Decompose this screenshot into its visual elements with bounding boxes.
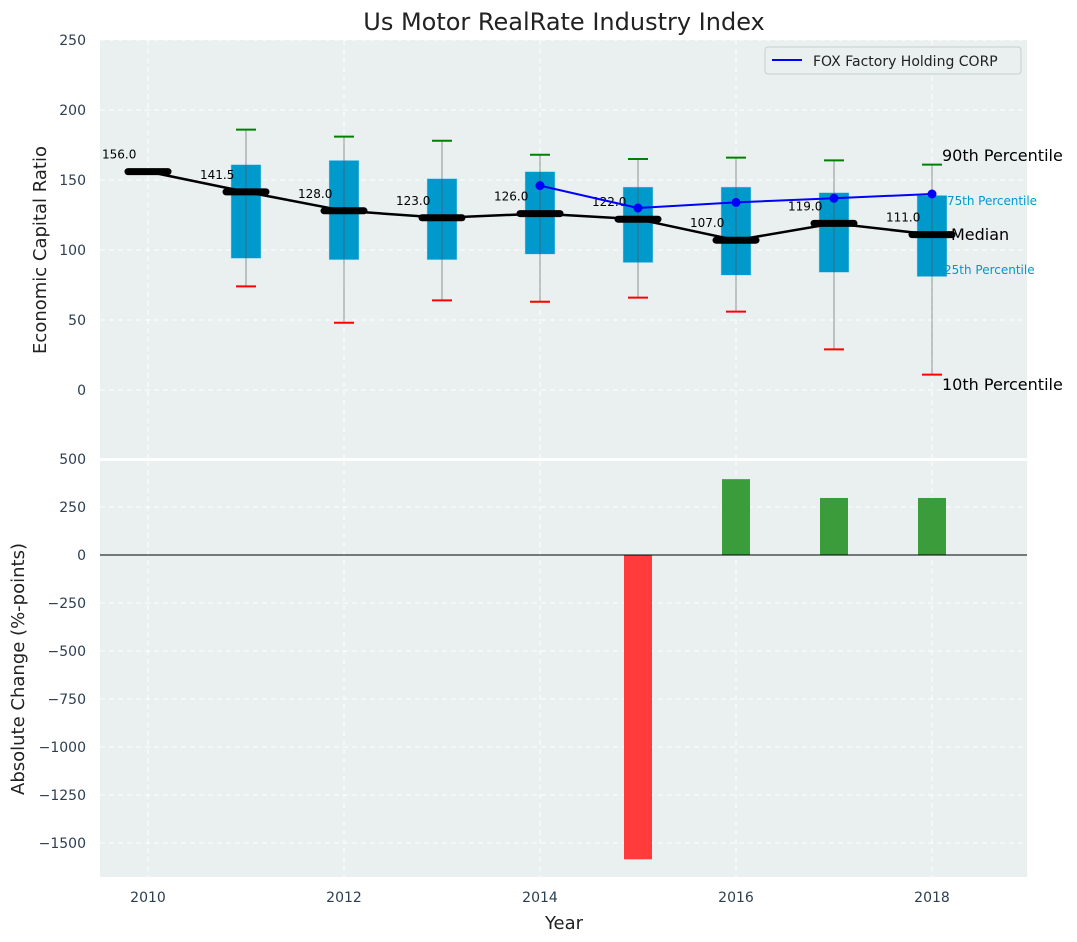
fox-point: [927, 189, 937, 199]
median-label: 126.0: [494, 190, 528, 204]
median-label: 141.5: [200, 168, 234, 182]
legend: FOX Factory Holding CORP: [764, 46, 1022, 75]
change-bar: [722, 479, 750, 555]
y-tick-label: −250: [48, 596, 86, 612]
y-tick-label: −1500: [39, 836, 86, 852]
top-ylabel: Economic Capital Ratio: [30, 146, 51, 354]
median-label: 119.0: [788, 199, 822, 213]
chart-title: Us Motor RealRate Industry Index: [363, 8, 765, 36]
change-bar: [820, 497, 848, 555]
x-tick-label: 2010: [130, 890, 166, 906]
legend-fox-label: FOX Factory Holding CORP: [813, 54, 998, 70]
fox-point: [633, 203, 643, 213]
y-tick-label: 100: [59, 243, 86, 259]
annotation-75th: 75th Percentile: [947, 194, 1037, 208]
y-tick-label: −1250: [39, 788, 86, 804]
y-tick-label: 50: [68, 313, 86, 329]
median-label: 107.0: [690, 216, 724, 230]
bottom-plot-area: [100, 461, 1027, 877]
annotation-median: Median: [951, 225, 1009, 244]
median-label: 128.0: [298, 187, 332, 201]
bottom-ylabel: Absolute Change (%-points): [8, 543, 29, 795]
fox-point: [829, 193, 839, 203]
median-label: 123.0: [396, 194, 430, 208]
y-tick-label: 250: [59, 500, 86, 516]
y-tick-label: −500: [48, 644, 86, 660]
fox-point: [731, 197, 741, 207]
xlabel: Year: [544, 913, 584, 934]
x-tick-label: 2016: [718, 890, 754, 906]
y-tick-label: 250: [59, 33, 86, 49]
annotation-10th: 10th Percentile: [942, 375, 1063, 394]
y-tick-label: −750: [48, 692, 86, 708]
y-tick-label: −1000: [39, 740, 86, 756]
annotation-25th: 25th Percentile: [944, 263, 1035, 277]
y-tick-label: 500: [59, 452, 86, 468]
median-label: 111.0: [886, 211, 920, 225]
y-tick-label: 0: [77, 548, 86, 564]
y-tick-label: 150: [59, 173, 86, 189]
x-tick-label: 2012: [326, 890, 362, 906]
x-tick-label: 2018: [914, 890, 950, 906]
fox-point: [535, 181, 545, 191]
annotation-90th: 90th Percentile: [942, 146, 1063, 165]
y-tick-label: 200: [59, 103, 86, 119]
change-bar: [624, 555, 652, 860]
y-tick-label: 0: [77, 383, 86, 399]
x-tick-label: 2014: [522, 890, 558, 906]
change-bar: [918, 497, 946, 555]
median-label: 156.0: [102, 148, 136, 162]
